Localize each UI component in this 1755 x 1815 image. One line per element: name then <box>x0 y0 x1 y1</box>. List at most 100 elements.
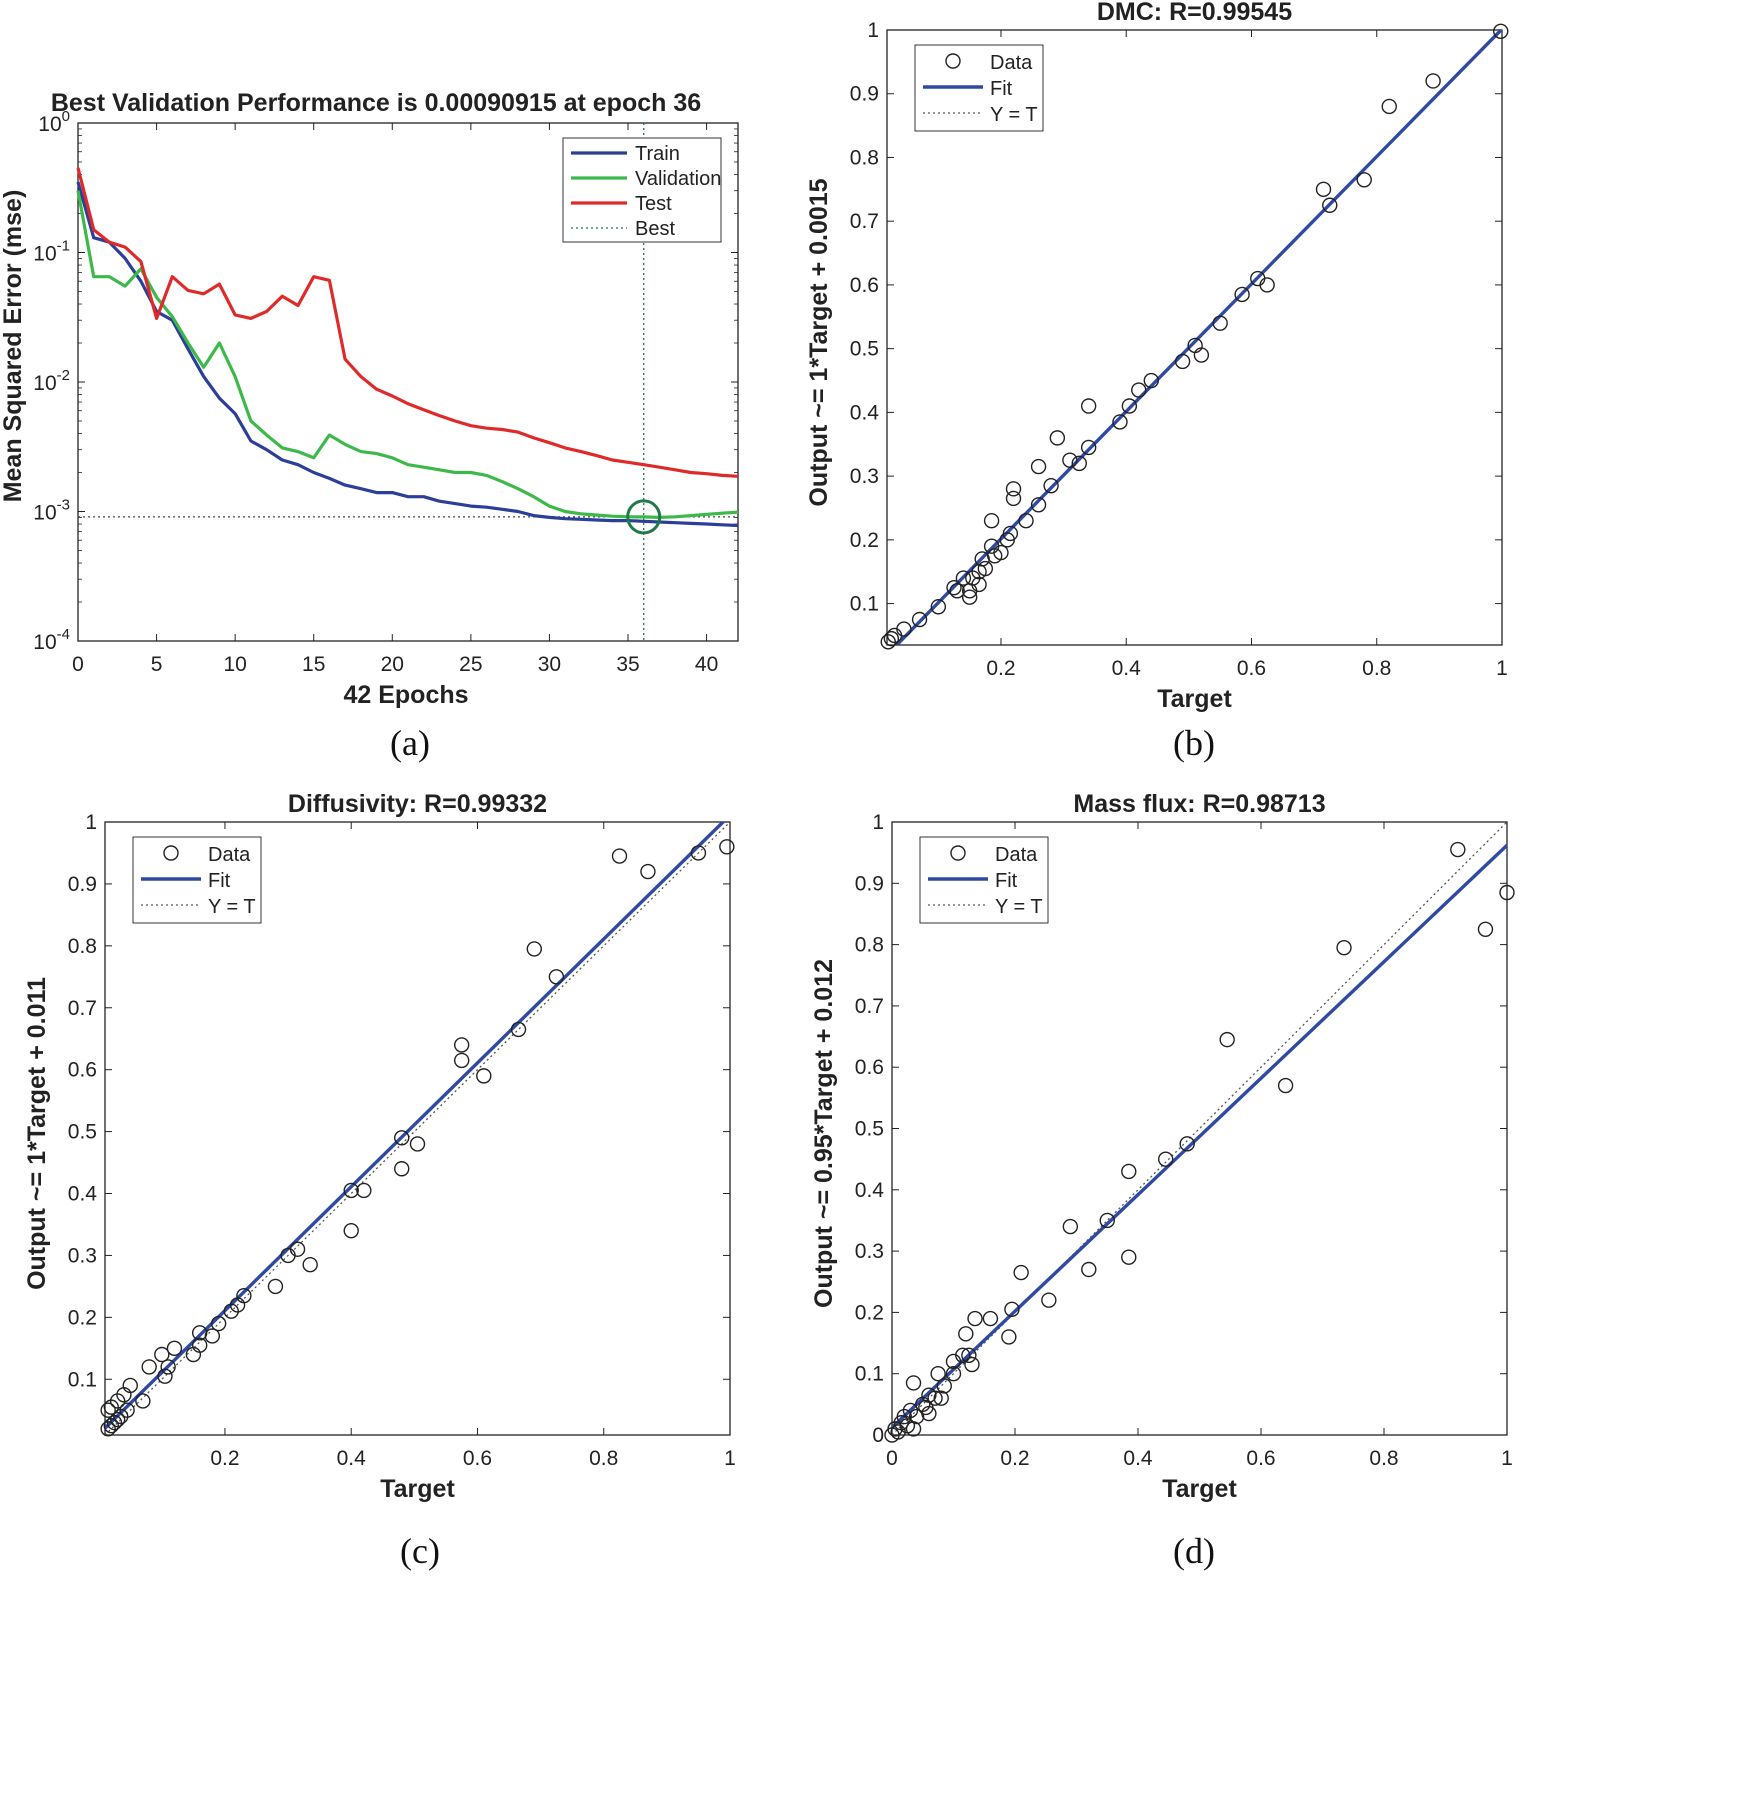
legend-label: Best <box>635 218 675 240</box>
data-point <box>154 1346 170 1363</box>
x-tick-label: 0.6 <box>1246 1447 1275 1470</box>
data-point <box>356 1182 372 1199</box>
panel-caption: (a) <box>390 723 430 763</box>
y-tick-label: 0.1 <box>850 593 879 616</box>
legend-label: Data <box>208 844 251 866</box>
legend-label: Data <box>995 844 1038 866</box>
data-point <box>896 1408 912 1425</box>
y-tick-label: 1 <box>872 811 884 834</box>
x-tick-label: 0 <box>886 1447 898 1470</box>
x-tick-label: 0.8 <box>589 1447 618 1470</box>
y-tick-label: 0 <box>872 1424 884 1447</box>
performance-chart: 0 5 10 15 20 25 30 35 40 100 10-1 10-2 10-3 10-4 Train… <box>0 89 739 709</box>
y-tick-label: 0.4 <box>855 1179 885 1202</box>
x-tick-label: 0.4 <box>1112 657 1142 680</box>
x-tick-label: 1 <box>1496 657 1508 680</box>
y-tick-label: 0.4 <box>850 401 880 424</box>
y-axis-title: Output ~= 1*Target + 0.011 <box>23 977 51 1290</box>
x-tick-label: 25 <box>459 653 482 676</box>
data-point <box>157 1368 173 1384</box>
y-tick-label: 0.7 <box>855 995 884 1018</box>
legend-label: Fit <box>208 870 231 892</box>
data-point <box>983 513 1000 529</box>
y-tick-label: 1 <box>867 19 879 42</box>
x-tick-label: 0.2 <box>210 1447 239 1470</box>
series-line-test <box>76 167 739 478</box>
x-axis-title: 42 Epochs <box>343 681 468 709</box>
legend-label: Fit <box>995 870 1018 892</box>
data-point <box>1030 458 1047 475</box>
y-tick-label: 0.9 <box>855 872 884 895</box>
y-axis-title: Output ~= 1*Target + 0.0015 <box>805 178 833 506</box>
legend-swatch-data <box>163 845 179 861</box>
data-point <box>1002 525 1019 542</box>
data-point <box>690 845 707 861</box>
data-point <box>955 570 972 586</box>
data-point <box>204 1328 221 1344</box>
data-point <box>961 589 978 605</box>
data-point <box>1005 490 1022 507</box>
x-tick-label: 0.2 <box>1000 1447 1029 1470</box>
panel-caption: (c) <box>400 1531 440 1571</box>
data-point <box>1013 1264 1029 1281</box>
y-axis-title: Output ~= 0.95*Target + 0.012 <box>810 959 838 1308</box>
data-point <box>1493 23 1509 39</box>
y-tick-label: 0.2 <box>68 1306 97 1329</box>
legend-swatch-data <box>950 845 966 861</box>
y-tick-label: 0.8 <box>855 934 884 957</box>
data-point <box>1315 181 1332 198</box>
data-point <box>191 1337 208 1353</box>
data-point <box>1112 414 1128 430</box>
data-point <box>160 1359 176 1375</box>
panel-caption: (b) <box>1173 723 1215 763</box>
x-axis-title: Target <box>380 1475 455 1503</box>
data-point <box>1277 1077 1294 1094</box>
data-point <box>1080 439 1097 456</box>
y-tick-label: 0.1 <box>68 1368 97 1391</box>
legend-label: Validation <box>635 168 721 190</box>
diffusivity-regression-chart: 0.2 0.4 0.6 0.8 1 0.1 0.2 0.3 0.4 0.5 0.6 0.7 0.8 0.9… <box>23 790 736 1503</box>
data-point <box>394 1161 410 1177</box>
y-tick-label: 0.2 <box>855 1301 884 1324</box>
data-point <box>1004 1301 1020 1318</box>
fit-line <box>892 844 1507 1429</box>
data-point <box>993 544 1009 561</box>
data-point <box>109 1411 126 1428</box>
data-point <box>1174 353 1191 370</box>
y-tick-label: 10-2 <box>33 367 70 395</box>
data-point <box>964 1356 980 1373</box>
data-point <box>1121 398 1138 414</box>
x-tick-label: 15 <box>302 653 325 676</box>
legend-label: Y = T <box>208 896 256 918</box>
y-tick-label: 0.4 <box>68 1183 98 1206</box>
data-point <box>453 1052 470 1069</box>
legend-label: Fit <box>990 78 1013 100</box>
data-point <box>210 1315 227 1332</box>
x-tick-label: 0.6 <box>1237 657 1266 680</box>
panel-a-performance: 0 5 10 15 20 25 30 35 40 100 10-1 10-2 10-3 10-4 Train… <box>0 0 877 907</box>
data-point <box>1062 452 1078 468</box>
identity-line <box>105 822 730 1435</box>
x-tick-label: 0.6 <box>463 1447 492 1470</box>
data-point <box>1001 1329 1017 1345</box>
data-point <box>1121 1249 1137 1265</box>
y-tick-label: 0.2 <box>850 529 879 552</box>
data-point <box>1212 315 1228 331</box>
data-point <box>967 1310 983 1327</box>
chart-title: DMC: R=0.99545 <box>1097 0 1292 26</box>
y-tick-label: 0.3 <box>855 1240 884 1263</box>
data-point <box>921 1405 937 1422</box>
data-point <box>905 1421 922 1437</box>
data-point <box>1477 921 1494 937</box>
legend-label: Y = T <box>995 896 1043 918</box>
data-point <box>946 579 962 596</box>
data-point <box>933 1390 949 1406</box>
data-point <box>1234 286 1250 303</box>
data-point <box>1336 939 1352 956</box>
chart-title: Best Validation Performance is 0.0009091… <box>51 89 701 117</box>
x-axis-title: Target <box>1157 685 1232 713</box>
data-point <box>887 1421 903 1437</box>
y-tick-label: 10-4 <box>33 626 70 654</box>
data-point <box>930 1366 946 1382</box>
data-point <box>409 1136 426 1152</box>
